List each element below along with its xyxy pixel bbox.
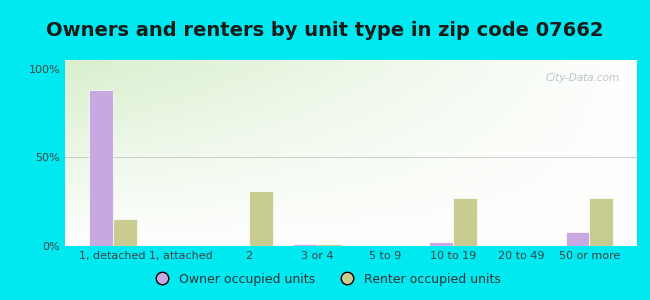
Bar: [590, 198, 613, 246]
Bar: [566, 232, 590, 246]
Bar: [112, 219, 136, 246]
Bar: [293, 244, 317, 246]
Bar: [89, 90, 112, 246]
Bar: [453, 198, 477, 246]
Text: City-Data.com: City-Data.com: [546, 73, 620, 83]
Legend: Owner occupied units, Renter occupied units: Owner occupied units, Renter occupied un…: [144, 268, 506, 291]
Bar: [317, 244, 341, 246]
Bar: [249, 191, 273, 246]
Bar: [429, 242, 453, 246]
Text: Owners and renters by unit type in zip code 07662: Owners and renters by unit type in zip c…: [46, 21, 604, 40]
